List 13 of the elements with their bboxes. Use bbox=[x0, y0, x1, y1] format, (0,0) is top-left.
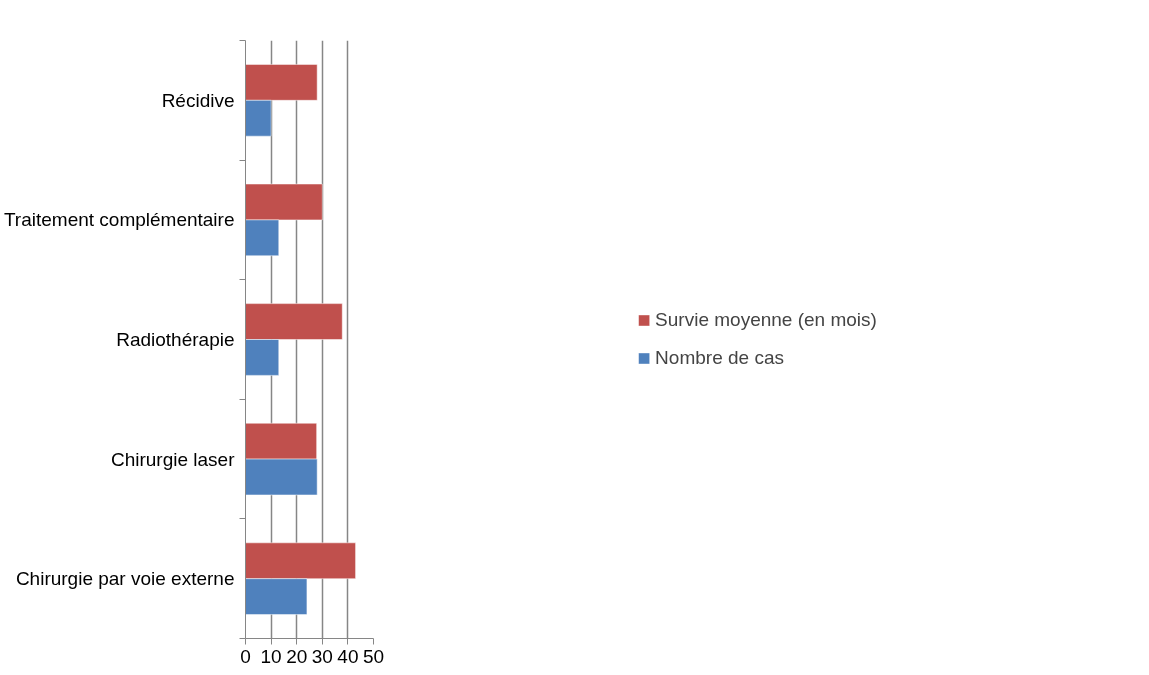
y-tick-label: Chirurgie laser bbox=[110, 448, 236, 470]
y-tick-label: Récidive bbox=[161, 89, 235, 111]
y-tick-label: Radiothérapie bbox=[116, 329, 235, 350]
x-tick-label: 0 bbox=[240, 645, 251, 667]
y-tick-label: Chirurgie par voie externe bbox=[15, 568, 235, 590]
x-tick-label: 40 bbox=[337, 645, 359, 667]
legend-label: Nombre de cas bbox=[655, 347, 784, 369]
legend-label: Survie moyenne (en mois) bbox=[655, 309, 877, 331]
y-tick-label: Traitement complémentaire bbox=[3, 209, 235, 231]
x-tick-label: 20 bbox=[286, 645, 308, 667]
x-tick-label: 10 bbox=[260, 645, 282, 667]
x-tick-label: 50 bbox=[362, 645, 385, 667]
x-tick-label: 30 bbox=[311, 645, 333, 667]
